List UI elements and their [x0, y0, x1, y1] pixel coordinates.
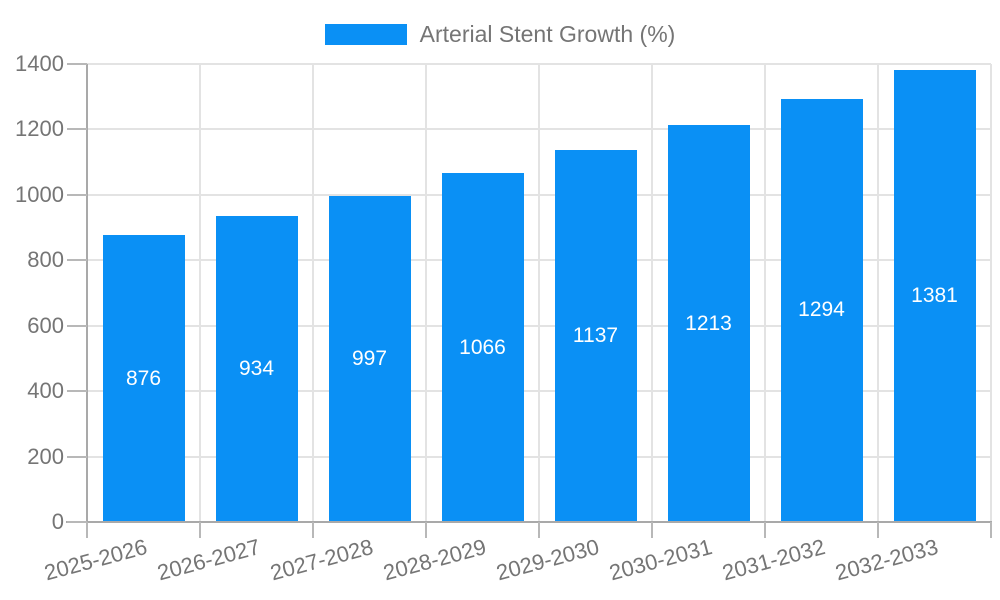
- y-axis-tick: [67, 193, 87, 196]
- x-axis-line: [66, 521, 992, 523]
- bar-value-label: 1381: [911, 284, 958, 308]
- bar: 1137: [554, 150, 637, 522]
- x-category-label: 2030-2031: [606, 534, 715, 586]
- gridline-x: [538, 64, 540, 522]
- bar: 1066: [441, 173, 524, 522]
- bar-value-label: 1137: [572, 324, 619, 347]
- legend-item[interactable]: Arterial Stent Growth (%): [324, 20, 676, 48]
- y-tick-label: 200: [27, 443, 64, 469]
- x-axis-tick: [312, 522, 314, 538]
- x-axis-tick: [199, 522, 201, 538]
- x-axis-tick: [86, 522, 88, 538]
- x-axis-tick: [651, 522, 653, 538]
- y-axis-tick: [67, 324, 87, 327]
- x-category-label: 2025-2026: [41, 534, 150, 586]
- bar: 934: [215, 216, 298, 522]
- bar: 1294: [780, 98, 863, 522]
- bar: 997: [328, 195, 411, 522]
- y-tick-label: 800: [27, 247, 64, 273]
- y-tick-label: 600: [27, 312, 64, 338]
- x-category-label: 2029-2030: [493, 534, 602, 586]
- bar: 1381: [893, 70, 976, 522]
- gridline-x: [764, 64, 766, 522]
- gridline-x: [312, 64, 314, 522]
- y-tick-label: 400: [27, 378, 64, 404]
- plot-area: 876 934 997 1066 1137 1213 1294 1381: [87, 63, 992, 522]
- y-axis-tick: [67, 390, 87, 393]
- y-axis-tick: [67, 128, 87, 131]
- bar: 876: [102, 235, 185, 522]
- x-category-label: 2032-2033: [832, 534, 941, 586]
- y-tick-label: 1000: [15, 181, 64, 207]
- y-tick-label: 1200: [15, 116, 64, 142]
- bar-value-label: 1213: [685, 311, 732, 335]
- gridline-x: [990, 64, 992, 522]
- y-axis-tick: [67, 63, 87, 65]
- gridline-x: [425, 64, 427, 522]
- bar-value-label: 1066: [459, 335, 506, 359]
- gridline-x: [877, 64, 879, 522]
- y-tick-label: 1400: [15, 51, 64, 76]
- bar-value-label: 876: [125, 366, 162, 390]
- y-axis-tick: [67, 259, 87, 262]
- y-tick-label: 0: [51, 509, 64, 534]
- bar-value-label: 997: [351, 346, 388, 370]
- y-axis-tick: [67, 455, 87, 458]
- x-category-label: 2031-2032: [719, 534, 828, 586]
- legend-swatch: [324, 23, 407, 45]
- bar: 1213: [667, 125, 750, 522]
- x-axis-tick: [764, 522, 766, 538]
- x-category-label: 2028-2029: [380, 534, 489, 586]
- bar-value-label: 934: [238, 357, 275, 381]
- x-axis-tick: [990, 522, 992, 538]
- x-axis-tick: [425, 522, 427, 538]
- gridline-x: [651, 64, 653, 522]
- x-category-label: 2026-2027: [154, 534, 263, 586]
- legend-label: Arterial Stent Growth (%): [419, 20, 676, 47]
- y-axis-line: [86, 64, 88, 538]
- legend: Arterial Stent Growth (%): [0, 21, 1000, 47]
- x-axis-tick: [877, 522, 879, 538]
- bar-value-label: 1294: [798, 298, 845, 322]
- gridline-x: [199, 64, 201, 522]
- y-axis-tick: [67, 521, 87, 523]
- x-category-label: 2027-2028: [267, 534, 376, 586]
- x-axis-tick: [538, 522, 540, 538]
